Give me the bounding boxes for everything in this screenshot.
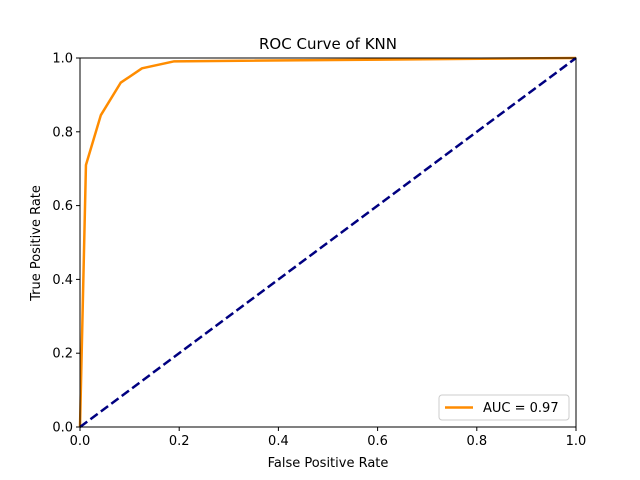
x-axis-label: False Positive Rate <box>268 456 389 471</box>
y-tick-label: 0.6 <box>52 199 73 214</box>
x-tick-label: 0.8 <box>466 434 487 449</box>
y-tick-label: 0.0 <box>52 421 73 436</box>
series-line-roc <box>78 56 577 428</box>
y-axis-label: True Positive Rate <box>29 185 44 302</box>
plot-area: 0.0 0.2 0.4 0.6 0.8 1.0 0.0 0.2 0.4 0.6 0.8 1.0 <box>52 52 586 450</box>
axes-frame <box>79 57 577 428</box>
x-tick-label: 1.0 <box>566 434 587 449</box>
series-line-chance <box>79 56 577 429</box>
y-tick-label: 1.0 <box>52 52 73 67</box>
y-tick-label: 0.2 <box>52 347 73 362</box>
x-tick-label: 0.6 <box>367 434 388 449</box>
y-tick-label: 0.8 <box>52 125 73 140</box>
legend: AUC = 0.97 <box>438 394 570 421</box>
x-tick-label: 0.0 <box>70 434 91 449</box>
legend-label-roc: AUC = 0.97 <box>483 401 559 416</box>
x-tick-label: 0.4 <box>268 434 289 449</box>
y-tick-label: 0.4 <box>52 273 73 288</box>
legend-box <box>438 394 570 421</box>
chart-title: ROC Curve of KNN <box>259 35 397 53</box>
x-tick-label: 0.2 <box>169 434 190 449</box>
